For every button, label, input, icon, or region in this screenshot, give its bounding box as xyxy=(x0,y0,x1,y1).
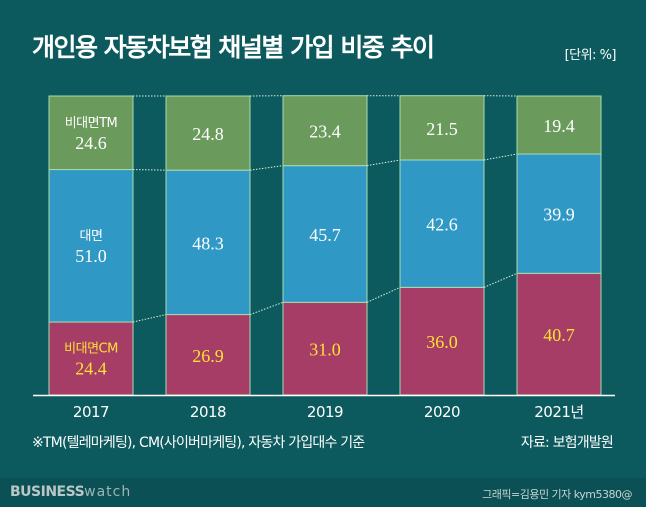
graphic-credit: 그래픽=김용민 기자 kym5380@ xyxy=(482,488,632,501)
bar-cm-2019 xyxy=(282,301,368,396)
businesswatch-logo: BUSINESSwatch xyxy=(10,484,131,500)
series-label-face: 대면 xyxy=(80,229,103,244)
data-label: 45.7 xyxy=(309,225,341,245)
data-label: 31.0 xyxy=(309,340,341,360)
source-label: 자료: 보험개발원 xyxy=(520,435,614,451)
connector-line xyxy=(249,165,284,171)
data-label: 36.0 xyxy=(426,332,458,352)
data-label: 23.4 xyxy=(309,122,341,142)
data-label: 19.4 xyxy=(543,116,575,136)
bar-cm-2017 xyxy=(48,321,134,396)
bar-cm-2021년 xyxy=(516,272,602,396)
bar-tm-2019 xyxy=(282,95,368,167)
connector-line xyxy=(366,286,401,303)
x-tick-label: 2017 xyxy=(73,403,109,421)
x-tick-label: 2020 xyxy=(424,403,460,421)
bar-tm-2020 xyxy=(399,95,485,161)
x-tick-label: 2019 xyxy=(307,403,343,421)
footnote: ※TM(텔레마케팅), CM(사이버마케팅), 자동차 가입대수 기준 xyxy=(32,435,365,451)
connector-line xyxy=(366,159,401,167)
series-label-cm: 비대면CM xyxy=(64,342,118,357)
series-label-tm: 비대면TM xyxy=(65,116,118,131)
data-label: 42.6 xyxy=(426,215,458,235)
bar-face-2017 xyxy=(48,169,134,323)
x-tick-label: 2018 xyxy=(190,403,226,421)
data-label: 26.9 xyxy=(192,346,224,366)
logo-bold: BUSINESS xyxy=(10,484,85,500)
data-label: 24.6 xyxy=(75,133,107,153)
data-label: 24.8 xyxy=(192,124,224,144)
data-label: 40.7 xyxy=(543,325,575,345)
data-label: 51.0 xyxy=(75,246,107,266)
data-label: 24.4 xyxy=(75,359,107,379)
bar-tm-2021년 xyxy=(516,95,602,155)
bar-face-2021년 xyxy=(516,153,602,274)
x-tick-label: 2021년 xyxy=(534,403,583,421)
bar-face-2018 xyxy=(165,169,251,316)
connector-line xyxy=(483,153,518,161)
unit-label: [단위: %] xyxy=(564,48,617,63)
connector-line xyxy=(483,272,518,288)
bar-tm-2017 xyxy=(48,95,134,171)
stacked-bar-chart: 비대면CM 24.4 대면 51.0 비대면TM 24.6 2017 26.9 48.3 24.8… xyxy=(33,95,615,421)
data-label: 48.3 xyxy=(192,233,224,253)
data-label: 39.9 xyxy=(543,205,575,225)
connector-line xyxy=(249,301,284,316)
chart-title: 개인용 자동차보험 채널별 가입 비중 추이 xyxy=(32,33,435,62)
bar-face-2020 xyxy=(399,159,485,288)
connector-line xyxy=(132,314,167,323)
bar-tm-2018 xyxy=(165,95,251,171)
footer-band: BUSINESSwatch 그래픽=김용민 기자 kym5380@ xyxy=(0,478,646,507)
data-label: 21.5 xyxy=(426,119,458,139)
bar-cm-2020 xyxy=(399,286,485,396)
connector-line xyxy=(132,169,167,171)
logo-light: watch xyxy=(84,484,132,500)
